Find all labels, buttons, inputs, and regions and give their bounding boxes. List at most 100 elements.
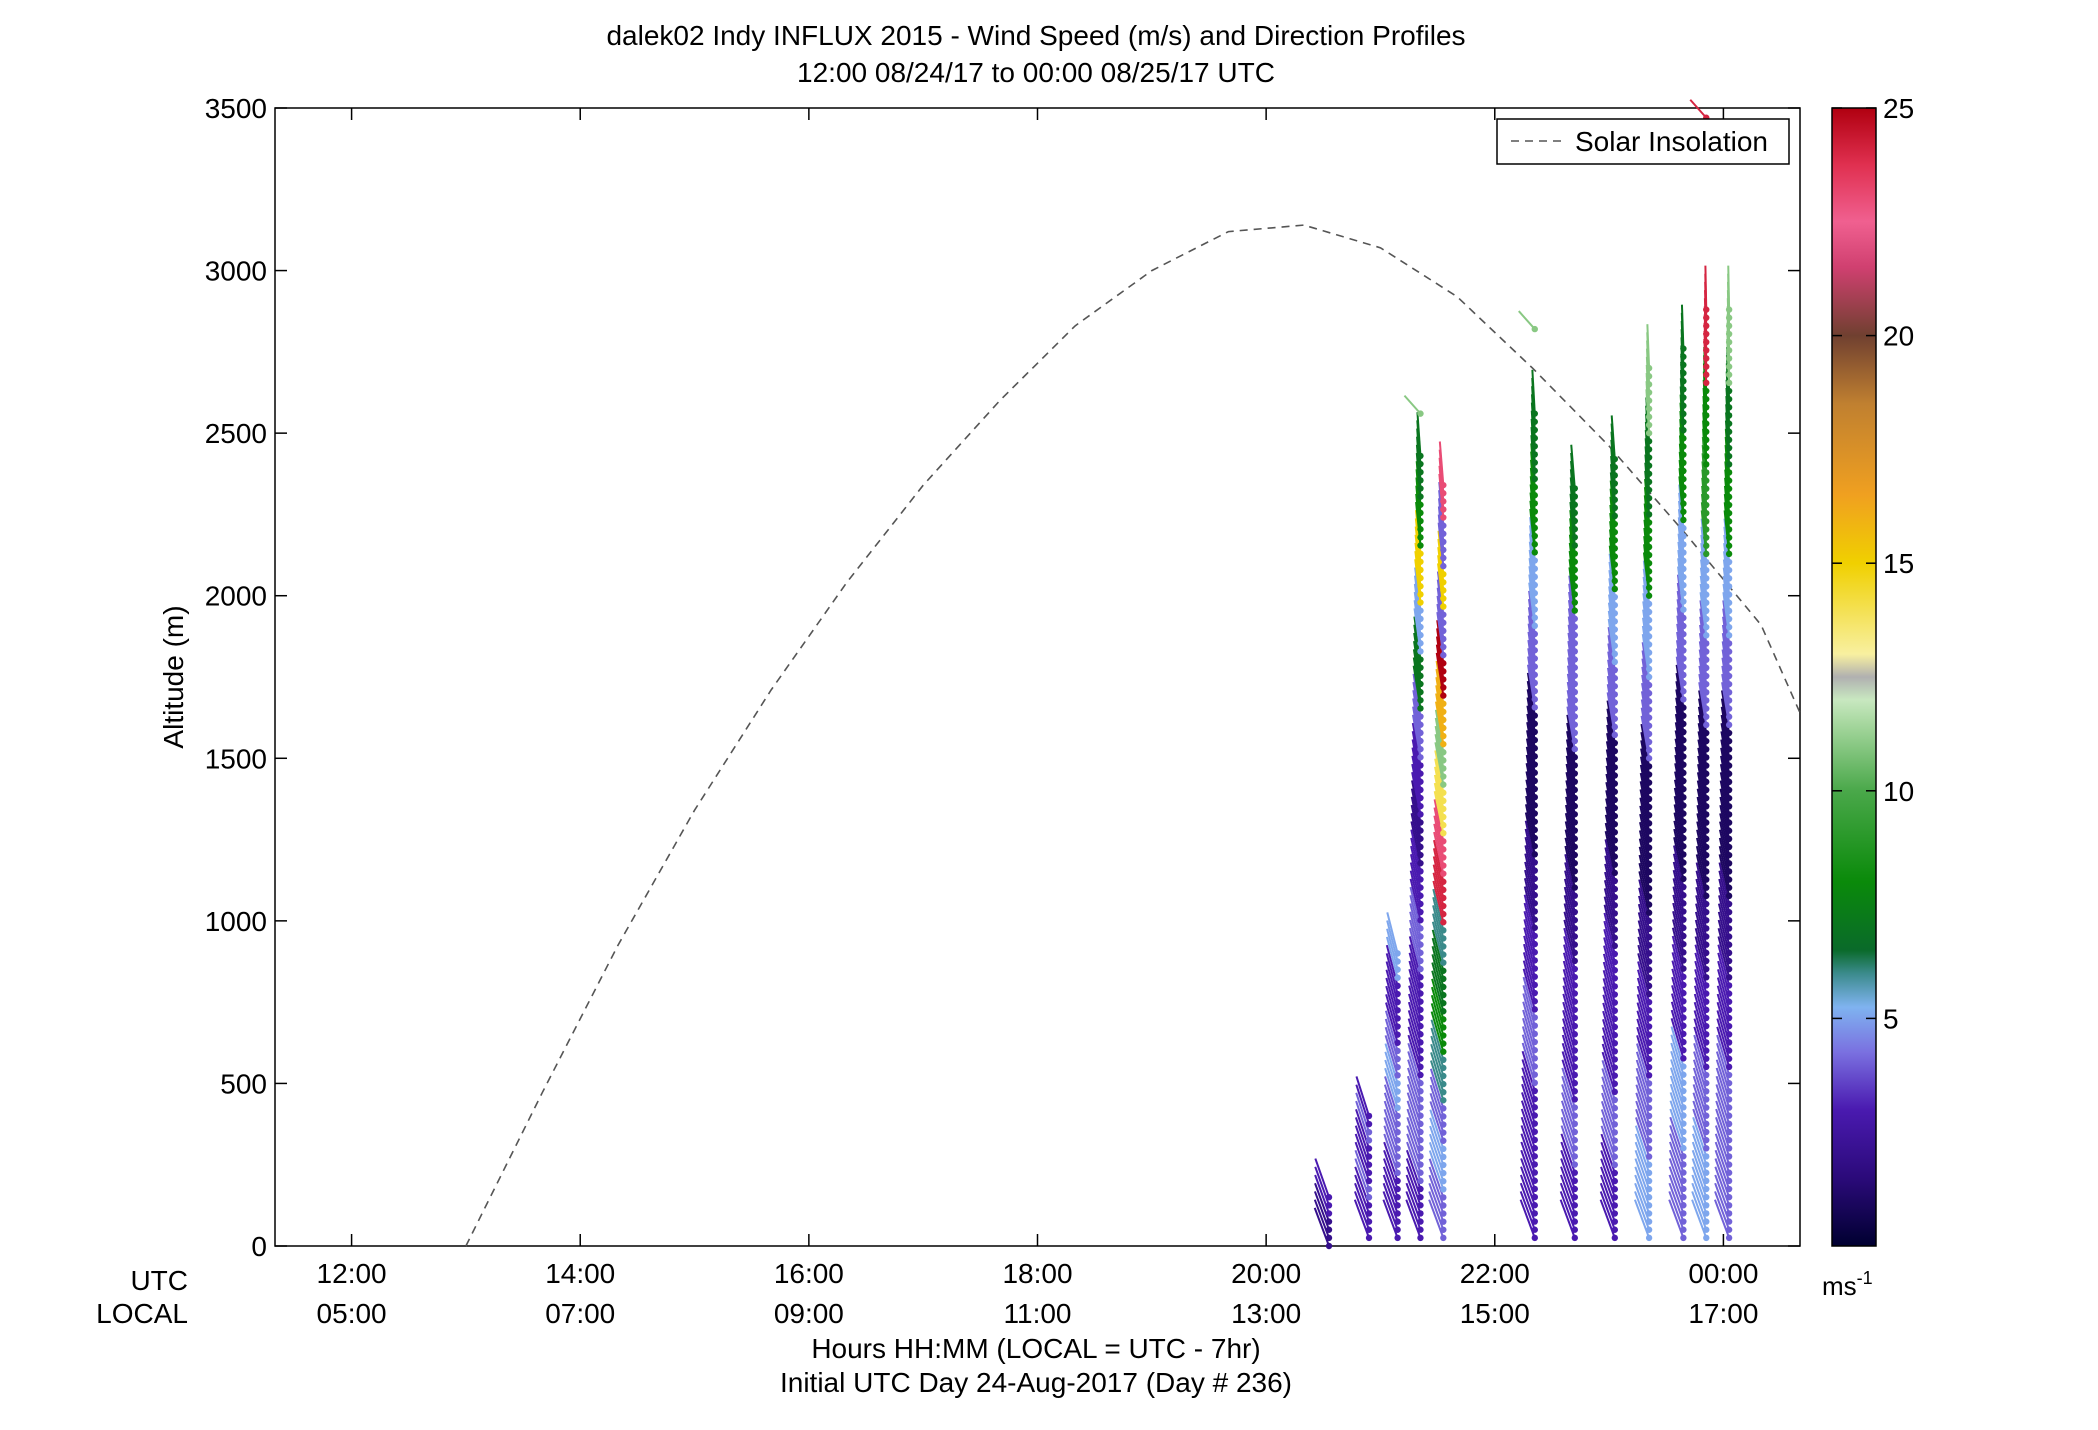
wind-barb-point — [1440, 1008, 1447, 1015]
wind-barb-point — [1725, 330, 1733, 338]
wind-barb-point — [1645, 1194, 1653, 1201]
wind-barb-point — [1531, 981, 1538, 989]
wind-barb-point — [1725, 860, 1733, 867]
wind-barb-point — [1645, 641, 1653, 648]
wind-barb-point — [1531, 524, 1538, 532]
wind-barb-point — [1703, 542, 1710, 549]
wind-barb-point — [1440, 481, 1447, 489]
wind-barb-point — [1571, 1055, 1578, 1062]
wind-barb-point — [1645, 364, 1653, 372]
wind-barb-point — [1611, 537, 1619, 544]
wind-barb-point — [1440, 805, 1447, 813]
wind-barb-point — [1440, 660, 1447, 667]
wind-barb-point — [1365, 1169, 1373, 1177]
wind-barb-point — [1571, 1014, 1578, 1022]
wind-barb-point — [1611, 707, 1619, 714]
wind-barb-point — [1571, 1047, 1578, 1054]
wind-barb-point — [1417, 794, 1424, 802]
wind-barb-point — [1417, 648, 1424, 655]
wind-barb-point — [1440, 1153, 1447, 1161]
wind-barb-point — [1571, 1006, 1578, 1013]
wind-barb-point — [1725, 884, 1733, 891]
wind-barb-point — [1680, 785, 1687, 793]
wind-barb-point — [1440, 498, 1447, 505]
wind-barb-point — [1645, 527, 1653, 534]
wind-barb-point — [1703, 501, 1710, 509]
chart-title: dalek02 Indy INFLUX 2015 - Wind Speed (m… — [606, 20, 1465, 51]
wind-barb-point — [1680, 475, 1687, 483]
wind-barb-point — [1531, 1210, 1538, 1217]
wind-barb-point — [1531, 1234, 1538, 1242]
wind-barb-point — [1571, 1088, 1578, 1095]
wind-barb-point — [1680, 1030, 1687, 1038]
wind-barb-point — [1440, 983, 1447, 991]
wind-barb-point — [1645, 836, 1653, 843]
wind-barb-point — [1725, 803, 1733, 810]
wind-barb-point — [1611, 926, 1619, 933]
wind-barb-point — [1417, 599, 1424, 606]
wind-barb-point — [1725, 1153, 1733, 1160]
wind-barb-point — [1417, 501, 1424, 508]
wind-barb-point — [1703, 1218, 1710, 1225]
wind-barb-point — [1645, 917, 1653, 925]
wind-barb-point — [1611, 991, 1619, 998]
wind-barb-point — [1645, 584, 1653, 591]
wind-barb-point — [1703, 876, 1710, 883]
wind-barb-point — [1680, 1112, 1687, 1119]
wind-barb-point — [1531, 777, 1538, 785]
wind-barb-point — [1680, 1177, 1687, 1184]
wind-barb-point — [1645, 1177, 1653, 1185]
wind-barb-point — [1417, 762, 1424, 769]
wind-barb-point — [1611, 877, 1619, 885]
colorbar-tick-label: 5 — [1883, 1003, 1899, 1034]
wind-barb-point — [1417, 1169, 1424, 1176]
wind-barb-staff — [1727, 265, 1731, 310]
wind-barb-point — [1417, 623, 1424, 631]
wind-barb-point — [1725, 762, 1733, 769]
wind-barb-point — [1571, 794, 1578, 802]
wind-barb-point — [1394, 1137, 1401, 1144]
wind-barb-point — [1440, 1072, 1447, 1080]
wind-barb-point — [1680, 606, 1687, 613]
wind-barb-point — [1680, 484, 1687, 491]
colorbar-unit-exponent: -1 — [1857, 1268, 1873, 1288]
wind-barb-staff — [1689, 99, 1708, 119]
wind-barb-point — [1725, 314, 1733, 321]
wind-barb-point — [1611, 1064, 1619, 1071]
wind-barb-point — [1365, 1218, 1373, 1225]
wind-barb-point — [1531, 1161, 1538, 1168]
wind-barb-point — [1725, 1185, 1733, 1193]
wind-barb-point — [1417, 566, 1424, 574]
wind-barb-point — [1645, 560, 1653, 567]
wind-barb-point — [1725, 591, 1733, 598]
wind-barb-point — [1645, 933, 1653, 941]
wind-barb-point — [1417, 1161, 1424, 1168]
wind-barb-point — [1611, 1088, 1619, 1096]
wind-barb-point — [1703, 1039, 1710, 1046]
wind-barb-point — [1725, 1145, 1733, 1152]
wind-barb-point — [1680, 1047, 1687, 1054]
wind-barb-point — [1645, 568, 1653, 575]
wind-barb-point — [1440, 627, 1447, 635]
wind-barb-staff — [1704, 265, 1708, 310]
wind-barb-point — [1440, 773, 1447, 780]
wind-barb-point — [1571, 819, 1578, 826]
wind-barb-point — [1394, 1169, 1401, 1177]
wind-barb-point — [1325, 1234, 1333, 1242]
wind-barb-point — [1417, 1031, 1424, 1038]
wind-barb-point — [1703, 550, 1710, 558]
wind-barb-point — [1531, 940, 1538, 948]
wind-barb-point — [1440, 813, 1447, 821]
wind-barb-point — [1440, 1226, 1447, 1233]
wind-barb-point — [1703, 387, 1710, 395]
wind-barb-point — [1680, 769, 1687, 777]
wind-barb-point — [1440, 829, 1447, 837]
wind-barb-point — [1645, 503, 1653, 510]
wind-barb-point — [1571, 1031, 1578, 1038]
wind-barb-point — [1417, 526, 1424, 533]
wind-barb-point — [1703, 917, 1710, 924]
wind-barb-point — [1725, 713, 1733, 720]
wind-barb-point — [1531, 614, 1538, 621]
wind-barb-point — [1725, 990, 1733, 997]
wind-barb-point — [1680, 345, 1687, 352]
